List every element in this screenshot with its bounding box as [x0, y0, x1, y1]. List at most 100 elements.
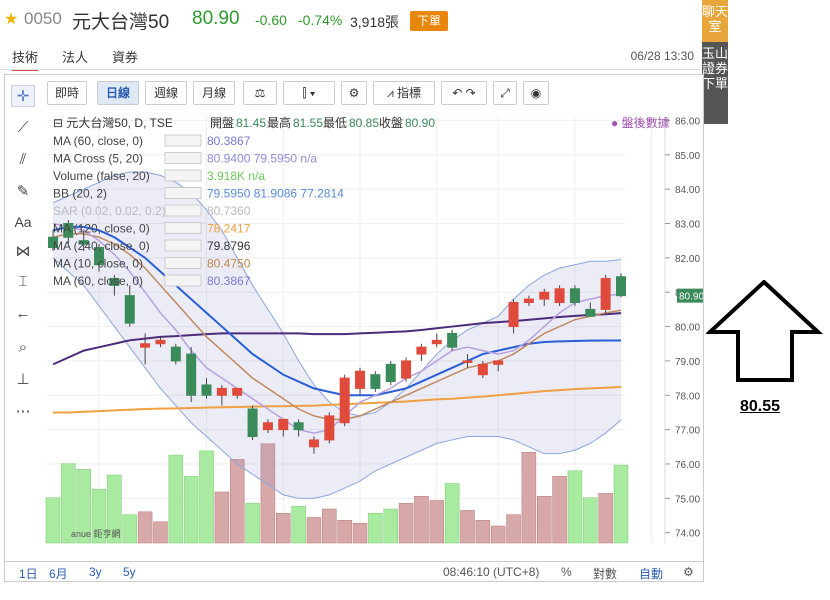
tab-institutional[interactable]: 法人	[62, 50, 89, 65]
ohlc-label: 最低	[323, 116, 347, 130]
study-values: 79.5950 81.9086 77.2814	[207, 187, 344, 201]
more-icon[interactable]: ⋯	[15, 403, 31, 420]
tab-margin[interactable]: 資券	[112, 50, 139, 65]
study-label: MA Cross (5, 20)	[53, 152, 143, 166]
volume-bar	[45, 497, 61, 544]
candle-body	[262, 422, 273, 431]
volume-bar	[583, 497, 598, 544]
candle-body	[201, 384, 212, 396]
percent-scale-button[interactable]: %	[561, 565, 572, 579]
price-change-pct: -0.74%	[298, 12, 343, 28]
chart-type-icon[interactable]: ⫿ ▾	[283, 81, 335, 105]
y-tick-label: 78.00	[675, 391, 700, 402]
candle-body	[170, 346, 181, 362]
fib-icon[interactable]: ⫽	[19, 151, 27, 168]
indicators-button[interactable]: ⩘ 指標	[373, 81, 435, 105]
crosshair-icon[interactable]: ✛	[11, 85, 35, 107]
ohlc-value: 80.85	[349, 116, 379, 130]
bb-upper-line	[52, 171, 622, 417]
tab-technical[interactable]: 技術	[12, 47, 39, 71]
measure-icon[interactable]: ⌶	[18, 273, 28, 290]
candle-body	[401, 360, 412, 379]
ruler-icon[interactable]: ⊥	[16, 371, 30, 388]
back-arrow-icon[interactable]: ←	[15, 305, 31, 322]
interval-weekly-button[interactable]: 週線	[145, 81, 187, 105]
ma120-line	[53, 386, 622, 414]
study-values: 80.7360	[207, 204, 251, 218]
range-1d-button[interactable]: 1日	[19, 567, 38, 581]
chart-footer: 1日 6月 3y 5y 08:46:10 (UTC+8) % 對數 自動 ⚙	[5, 561, 703, 581]
zoom-icon[interactable]: ⌕	[18, 339, 28, 356]
y-tick-label: 85.00	[675, 151, 700, 162]
study-controls	[164, 152, 202, 164]
compare-scale-icon[interactable]: ⚖	[243, 81, 277, 105]
ohlc-label: 開盤	[210, 116, 234, 130]
interval-monthly-button[interactable]: 月線	[193, 81, 235, 105]
range-3y-button[interactable]: 3y	[89, 565, 102, 579]
text-tool-icon[interactable]: Aa	[14, 214, 32, 230]
candle-body	[124, 295, 135, 324]
study-values: 80.4750	[207, 257, 251, 271]
ma60-line	[52, 312, 622, 366]
chat-room-label: 聊天室	[702, 4, 729, 34]
study-controls	[164, 222, 202, 234]
study-controls	[164, 257, 202, 269]
volume-bar	[506, 514, 521, 544]
interval-daily-button[interactable]: 日線	[97, 81, 139, 105]
ohlc-value: 81.45	[236, 116, 266, 130]
candle-body	[385, 363, 396, 383]
undo-redo-icon[interactable]: ↶ ↷	[441, 81, 487, 105]
range-5y-button[interactable]: 5y	[123, 565, 136, 579]
settings-gear-icon[interactable]: ⚙	[341, 81, 367, 105]
study-values: 80.9400 79.5950 n/a	[207, 152, 317, 166]
quote-header: ★ 0050 元大台灣50 80.90 -0.60 -0.74% 3,918張 …	[0, 0, 700, 40]
volume-bar	[460, 510, 475, 544]
fullscreen-icon[interactable]: ⤢	[493, 81, 517, 105]
study-label: MA (10, close, 0)	[53, 257, 143, 271]
annotation-price: 80.55	[740, 398, 781, 415]
last-price-tag	[677, 288, 703, 303]
study-controls	[164, 204, 202, 217]
y-tick-label: 83.00	[675, 220, 700, 231]
candle-body	[155, 339, 166, 345]
candle-body	[232, 387, 243, 396]
after-hours-label: ● 盤後數據	[611, 116, 670, 130]
footer-settings-icon[interactable]: ⚙	[683, 565, 694, 579]
y-tick-label: 79.00	[675, 357, 700, 368]
broker-order-button[interactable]: 玉山證券下單	[702, 42, 728, 124]
volume-bar	[183, 476, 199, 544]
auto-scale-button[interactable]: 自動	[639, 567, 664, 581]
volume-bar	[352, 522, 368, 544]
candle-body	[293, 422, 304, 431]
interval-intraday-button[interactable]: 即時	[47, 81, 87, 105]
range-6m-button[interactable]: 6月	[49, 567, 68, 581]
quote-datetime: 06/28 13:30	[630, 49, 694, 63]
volume-bar	[291, 505, 306, 544]
volume-bar	[153, 521, 168, 544]
volume-bar	[214, 491, 230, 544]
price-chart[interactable]: 74.0075.0076.0077.0078.0079.0080.0081.00…	[5, 111, 703, 545]
volume-bar	[260, 443, 276, 544]
camera-icon[interactable]: ◉	[523, 81, 549, 105]
drawing-tools: ✛ ⟋ ⫽ ✎ Aa ⋈ ⌶ ← ⌕ ⊥ ⋯	[5, 81, 41, 420]
log-scale-button[interactable]: 對數	[593, 567, 618, 581]
trendline-icon[interactable]: ⟋	[17, 119, 29, 136]
favorite-star-icon[interactable]: ★	[4, 11, 19, 28]
volume-bar	[598, 493, 613, 544]
order-button[interactable]: 下單	[410, 11, 448, 31]
y-tick-label: 75.00	[675, 494, 700, 505]
ohlc-value: 81.55	[293, 116, 323, 130]
volume-bar	[122, 514, 138, 544]
brush-icon[interactable]: ✎	[16, 183, 30, 200]
volume-bar	[383, 508, 398, 544]
candle-body	[447, 332, 458, 348]
candle-body	[247, 408, 258, 438]
pattern-icon[interactable]: ⋈	[15, 243, 31, 260]
study-values: 80.3867	[207, 134, 251, 148]
chat-room-button[interactable]: 聊天室	[702, 0, 728, 42]
study-controls	[164, 239, 202, 252]
bollinger-band-fill	[53, 171, 621, 499]
ma10-line	[52, 233, 622, 421]
candle-body	[523, 298, 534, 304]
study-values: 78.2417	[207, 222, 251, 236]
